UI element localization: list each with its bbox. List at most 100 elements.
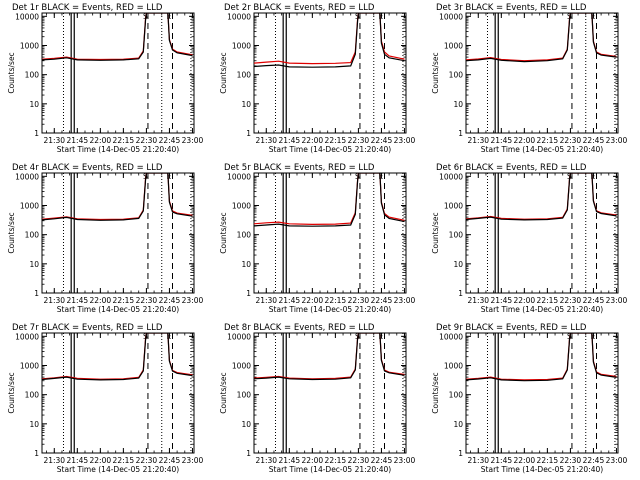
y-tick-label: 1 [458,449,463,458]
x-tick-label: 23:00 [606,456,628,465]
x-tick-label: 21:45 [67,456,89,465]
y-tick-label: 1000 [20,201,39,210]
y-axis-label: Counts/sec [219,372,228,413]
y-tick-label: 1 [246,449,251,458]
x-tick-label: 21:30 [255,136,277,145]
x-tick-label: 23:00 [606,296,628,305]
plot-frame [41,172,195,294]
x-tick-label: 21:30 [43,136,65,145]
y-tick-label: 1000 [20,41,39,50]
y-tick-label: 10 [241,420,251,429]
events-series-line [254,173,405,227]
panel-det-7r: Det 7r BLACK = Events, RED = LLD 1 10 100 10… [7,323,203,474]
x-tick-label: 21:30 [467,296,489,305]
y-tick-label: 100 [25,231,40,240]
panel-det-1r: Det 1r BLACK = Events, RED = LLD 1 10 100 10… [7,3,203,154]
events-series-line [466,13,617,63]
y-tick-label: 100 [449,71,464,80]
y-axis-label: Counts/sec [431,52,440,93]
x-tick-label: 21:30 [43,296,65,305]
panel-title: Det 8r BLACK = Events, RED = LLD [224,323,375,333]
x-tick-label: 22:00 [302,456,324,465]
annotation-e: E [167,172,172,181]
events-series-line [42,173,193,221]
y-tick-label: 10 [453,260,463,269]
y-tick-label: 10 [453,420,463,429]
x-axis-label: Start Time (14-Dec-05 21:20:40) [57,145,179,154]
x-tick-label: 22:00 [302,136,324,145]
x-axis-label: Start Time (14-Dec-05 21:20:40) [481,305,603,314]
x-tick-label: 23:00 [182,136,204,145]
x-tick-label: 22:45 [583,296,605,305]
x-tick-label: 22:30 [136,136,158,145]
x-tick-label: 22:00 [90,296,112,305]
y-tick-label: 1 [246,289,251,298]
x-tick-label: 21:45 [67,296,89,305]
x-tick-label: 22:30 [560,296,582,305]
plot-frame [465,12,619,134]
panel-title: Det 3r BLACK = Events, RED = LLD [436,3,587,13]
x-axis-label: Start Time (14-Dec-05 21:20:40) [481,465,603,474]
panel-det-6r: Det 6r BLACK = Events, RED = LLD 1 10 100 10… [431,163,627,314]
x-tick-label: 22:45 [371,136,393,145]
x-tick-label: 22:00 [90,136,112,145]
panel-det-4r: Det 4r BLACK = Events, RED = LLD 1 10 100 10… [7,163,203,314]
y-tick-label: 1 [458,289,463,298]
x-tick-label: 21:45 [279,456,301,465]
x-axis-label: Start Time (14-Dec-05 21:20:40) [57,465,179,474]
y-tick-label: 10000 [15,332,39,341]
x-tick-label: 22:15 [325,456,347,465]
events-series-line [466,173,617,221]
x-tick-label: 23:00 [606,136,628,145]
x-tick-label: 22:30 [348,456,370,465]
x-tick-label: 23:00 [182,456,204,465]
x-axis-label: Start Time (14-Dec-05 21:20:40) [57,305,179,314]
panel-title: Det 6r BLACK = Events, RED = LLD [436,163,587,173]
annotation-e: E [167,12,172,21]
x-tick-label: 22:30 [136,296,158,305]
y-tick-label: 10000 [227,172,251,181]
annotation-e: E [379,172,384,181]
y-axis-label: Counts/sec [7,212,16,253]
y-tick-label: 10000 [439,332,463,341]
series-group [466,173,617,221]
y-tick-label: 10000 [227,332,251,341]
y-tick-label: 10 [241,100,251,109]
y-tick-label: 100 [237,391,252,400]
x-tick-label: 22:45 [583,456,605,465]
x-tick-label: 22:00 [514,296,536,305]
x-tick-label: 21:45 [491,296,513,305]
y-tick-label: 1000 [232,361,251,370]
x-tick-label: 22:15 [537,296,559,305]
x-tick-label: 22:00 [514,456,536,465]
y-tick-label: 10 [453,100,463,109]
y-tick-label: 1000 [444,201,463,210]
x-axis-label: Start Time (14-Dec-05 21:20:40) [481,145,603,154]
plot-frame [41,332,195,454]
x-tick-label: 22:15 [113,296,135,305]
y-tick-label: 10000 [439,12,463,21]
x-axis-label: Start Time (14-Dec-05 21:20:40) [269,145,391,154]
x-tick-label: 21:45 [67,136,89,145]
y-tick-label: 1000 [444,361,463,370]
plot-frame [253,172,407,294]
y-tick-label: 100 [449,391,464,400]
panel-title: Det 9r BLACK = Events, RED = LLD [436,323,587,333]
panel-det-3r: Det 3r BLACK = Events, RED = LLD 1 10 100 10… [431,3,627,154]
panel-title: Det 2r BLACK = Events, RED = LLD [224,3,375,13]
panel-title: Det 4r BLACK = Events, RED = LLD [12,163,163,173]
y-tick-label: 1 [34,449,39,458]
panel-det-2r: Det 2r BLACK = Events, RED = LLD 1 10 100 10… [219,3,415,154]
annotation-e: E [379,12,384,21]
y-tick-label: 10 [29,420,39,429]
y-tick-label: 10 [29,260,39,269]
x-tick-label: 21:30 [467,456,489,465]
events-series-line [466,333,617,382]
series-group [254,13,405,68]
panel-title: Det 1r BLACK = Events, RED = LLD [12,3,163,13]
x-tick-label: 22:15 [325,296,347,305]
y-tick-label: 1000 [232,201,251,210]
plot-frame [465,172,619,294]
panel-title: Det 5r BLACK = Events, RED = LLD [224,163,375,173]
